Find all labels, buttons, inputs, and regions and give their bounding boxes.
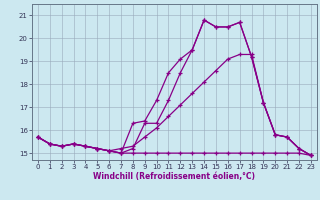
X-axis label: Windchill (Refroidissement éolien,°C): Windchill (Refroidissement éolien,°C) [93, 172, 255, 181]
